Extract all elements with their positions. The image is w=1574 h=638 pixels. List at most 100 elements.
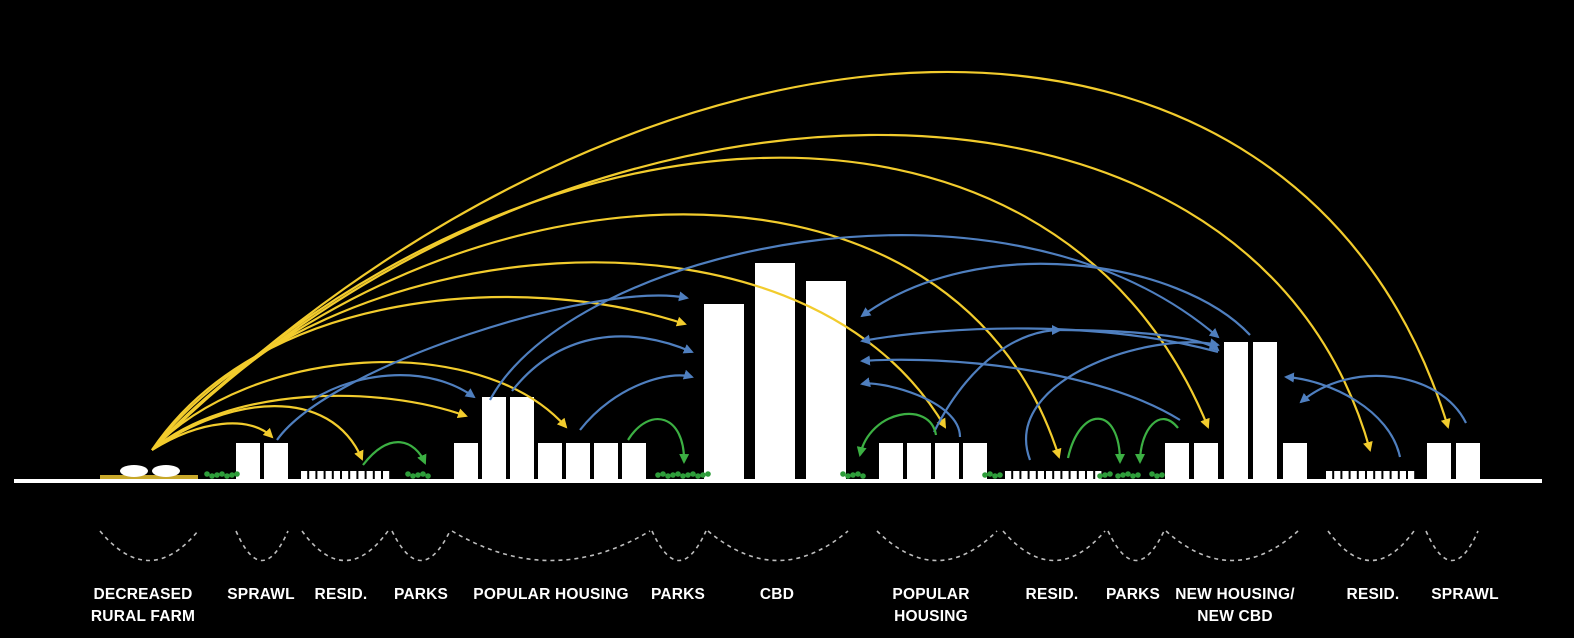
building	[935, 443, 959, 479]
building	[482, 397, 506, 479]
shrub	[845, 473, 851, 479]
residential-unit	[1087, 471, 1094, 479]
shrub	[1120, 472, 1126, 478]
residential-unit	[1383, 471, 1390, 479]
zone-label-cbd: CBD	[760, 584, 794, 606]
zone-label-parks-left: PARKS	[394, 584, 448, 606]
zone-label-line: POPULAR	[892, 586, 970, 603]
zone-label-line: RESID.	[314, 586, 368, 603]
zone-label-resid-mid: RESID.	[1026, 584, 1079, 606]
shrub	[690, 471, 696, 477]
shrub	[655, 472, 661, 478]
residential-unit	[1021, 471, 1028, 479]
shrub	[680, 473, 686, 479]
shrub	[860, 473, 866, 479]
building	[454, 443, 478, 479]
shrub	[1135, 472, 1141, 478]
residential-unit	[1326, 471, 1333, 479]
farm-flow-arrow	[151, 394, 468, 451]
urban-flow-arrow	[276, 291, 689, 441]
residential-unit	[1358, 471, 1365, 479]
shrub	[415, 472, 421, 478]
residential-unit	[317, 471, 324, 479]
shrub	[1102, 472, 1108, 478]
shrub	[214, 472, 220, 478]
zone-label-new-housing-cbd: NEW HOUSING/NEW CBD	[1175, 584, 1295, 628]
zone-label-line: RURAL FARM	[90, 608, 196, 625]
park-vegetation	[204, 471, 1165, 479]
zone-label-popular-housing-right: POPULAR HOUSING	[892, 584, 969, 628]
zone-braces	[99, 530, 1479, 562]
shrub	[660, 471, 666, 477]
residential-unit	[1029, 471, 1036, 479]
residential-unit	[1070, 471, 1077, 479]
building	[566, 443, 590, 479]
shrub	[850, 472, 856, 478]
residential-unit	[358, 471, 365, 479]
urban-flow-arrow	[579, 369, 694, 431]
zone-label-line: DECREASED	[93, 586, 193, 603]
residential-unit	[1408, 471, 1415, 479]
building	[1456, 443, 1480, 479]
zone-label-line: SPRAWL	[227, 586, 295, 603]
zone-brace	[651, 530, 707, 562]
urban-flow-arrow	[1299, 374, 1467, 424]
shrub	[204, 471, 210, 477]
residential-unit	[383, 471, 390, 479]
urban-flow-arrow	[860, 355, 1181, 421]
shrub	[997, 472, 1003, 478]
building	[622, 443, 646, 479]
zone-label-line: PARKS	[1105, 586, 1161, 603]
residential-unit	[1399, 471, 1406, 479]
zone-label-parks-right: PARKS	[1106, 584, 1160, 606]
shrub	[1149, 471, 1155, 477]
zone-label-line: POPULAR HOUSING	[473, 586, 629, 603]
zone-label-rural-farm: DECREASED RURAL FARM	[91, 584, 195, 628]
shrub	[685, 472, 691, 478]
building	[963, 443, 987, 479]
residential-unit	[1005, 471, 1012, 479]
residential-unit	[342, 471, 349, 479]
residential-unit	[1375, 471, 1382, 479]
shrub	[1125, 471, 1131, 477]
urban-flow-arrow	[311, 374, 476, 401]
residential-unit	[1078, 471, 1085, 479]
zone-label-line: RESID.	[1346, 586, 1400, 603]
zone-label-popular-housing-left: POPULAR HOUSING	[473, 584, 628, 606]
zone-label-sprawl-right: SPRAWL	[1431, 584, 1499, 606]
farm-flow-arrow	[151, 405, 364, 461]
residential-unit	[374, 471, 381, 479]
urban-flow-arrow	[1025, 338, 1220, 461]
building	[510, 397, 534, 479]
residential-unit	[1037, 471, 1044, 479]
residential-unit	[1342, 471, 1349, 479]
shrub	[1115, 473, 1121, 479]
urban-flow-arrow	[511, 335, 694, 392]
zone-label-line: HOUSING	[894, 608, 968, 625]
urban-flow-arrow	[489, 234, 1220, 401]
zone-brace	[301, 530, 389, 562]
zone-brace	[1002, 530, 1106, 562]
shrub	[700, 472, 706, 478]
zone-label-line: SPRAWL	[1431, 586, 1499, 603]
building	[1283, 443, 1307, 479]
building	[1224, 342, 1248, 479]
zone-label-line: NEW HOUSING/	[1175, 586, 1295, 603]
residential-unit	[325, 471, 332, 479]
buildings	[236, 263, 1480, 479]
building	[264, 443, 288, 479]
zone-label-line: NEW CBD	[1197, 608, 1273, 625]
farm-silo-left	[120, 465, 148, 477]
shrub	[855, 471, 861, 477]
park-flow-arrow	[362, 441, 427, 466]
urban-flow-arrow	[860, 262, 1251, 336]
shrub	[1107, 471, 1113, 477]
zone-label-resid-right: RESID.	[1347, 584, 1400, 606]
building	[1427, 443, 1451, 479]
building	[594, 443, 618, 479]
park-flow-arrow	[856, 412, 938, 457]
rural-farm	[100, 465, 198, 479]
building	[236, 443, 260, 479]
urban-flow-arrow	[860, 327, 1219, 354]
zone-brace	[876, 530, 998, 562]
